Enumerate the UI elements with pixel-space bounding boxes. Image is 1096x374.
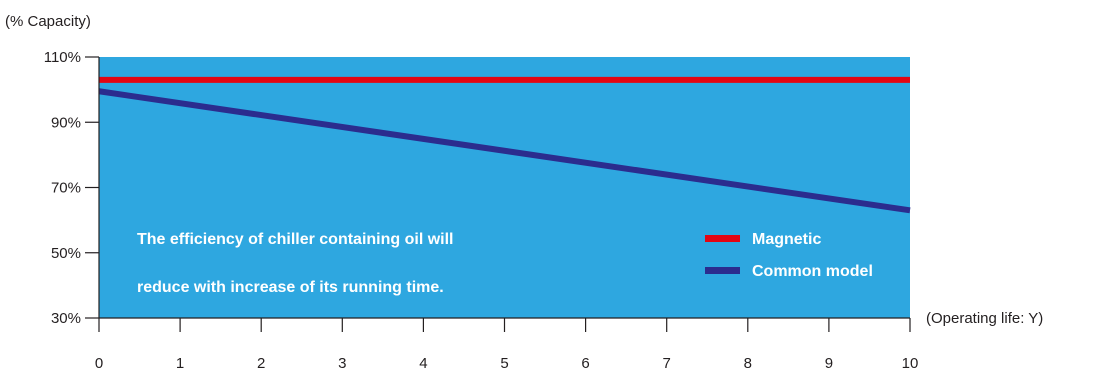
x-tick-label: 9 (825, 355, 833, 372)
annotation-line-1: The efficiency of chiller containing oil… (137, 231, 454, 248)
x-axis-title: (Operating life: Y) (926, 310, 1043, 327)
legend-swatch (705, 235, 740, 242)
legend-label: Common model (752, 263, 873, 280)
x-tick-label: 3 (338, 355, 346, 372)
axes-layer: 30% 50% 70% 90% 110% 0 1 2 3 4 5 6 7 8 9 10 (44, 49, 919, 372)
x-tick-label: 7 (663, 355, 671, 372)
x-tick-label: 5 (500, 355, 508, 372)
y-axis-title: (% Capacity) (5, 13, 91, 30)
x-tick-label: 4 (419, 355, 427, 372)
series-layer (98, 76, 911, 214)
y-tick-label: 90% (51, 114, 81, 131)
y-tick-label: 70% (51, 180, 81, 197)
x-tick-label: 1 (176, 355, 184, 372)
legend: Magnetic Common model (705, 231, 873, 280)
legend-label: Magnetic (752, 231, 821, 248)
y-tick-label: 110% (44, 49, 81, 66)
series-line-common-model (98, 88, 911, 214)
x-tick-label: 2 (257, 355, 265, 372)
x-tick-label: 6 (581, 355, 589, 372)
y-tick-label: 30% (51, 310, 81, 327)
annotation-line-2: reduce with increase of its running time… (137, 279, 444, 296)
legend-swatch (705, 267, 740, 274)
x-tick-label: 0 (95, 355, 103, 372)
y-tick-label: 50% (51, 245, 81, 262)
x-tick-label: 10 (902, 355, 919, 372)
x-tick-label: 8 (744, 355, 752, 372)
